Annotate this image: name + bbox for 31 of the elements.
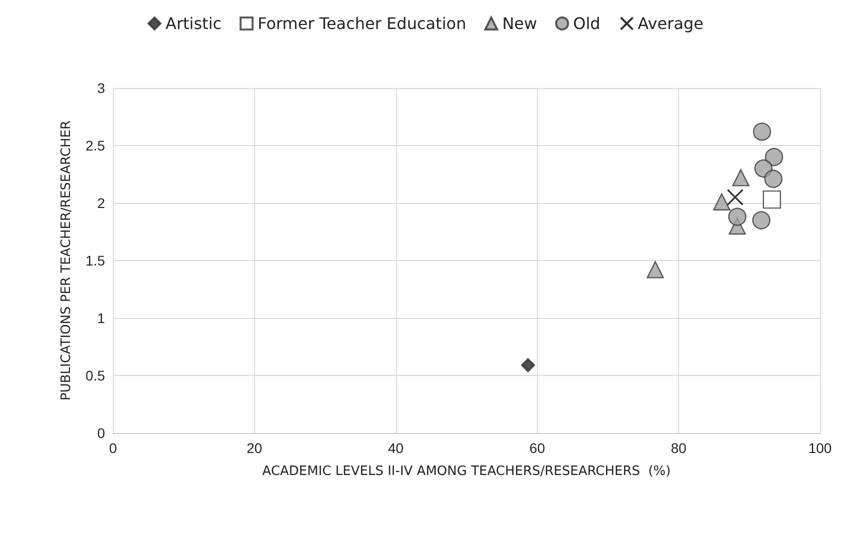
y-tick-label: 0.5 <box>86 368 106 384</box>
point <box>764 170 782 188</box>
point <box>732 169 750 186</box>
legend-label: Old <box>573 14 600 33</box>
point <box>762 190 782 209</box>
x-tick-label: 80 <box>670 440 687 456</box>
y-axis-title: PUBLICATIONS PER TEACHER/RESEARCHER <box>59 120 74 401</box>
legend-label: Average <box>638 14 704 33</box>
x-tick-label: 100 <box>808 440 832 456</box>
legend-label: Artistic <box>165 14 222 33</box>
y-tick-label: 3 <box>97 80 106 96</box>
x-tick-label: 40 <box>388 440 404 456</box>
y-tick-label: 1 <box>97 310 106 326</box>
point <box>764 148 784 166</box>
point <box>752 211 770 230</box>
y-tick-label: 2.5 <box>86 138 106 154</box>
point <box>752 122 772 141</box>
point <box>726 188 744 206</box>
legend-label: New <box>502 14 538 33</box>
legend-label: Former Teacher Education <box>258 14 466 33</box>
y-tick-label: 1.5 <box>86 252 106 268</box>
y-tick-label: 0 <box>97 425 106 441</box>
point <box>728 208 746 226</box>
x-tick-label: 0 <box>109 440 118 456</box>
x-axis-title: ACADEMIC LEVELS II-IV AMONG TEACHERS/RESEARCHERS (%) <box>262 464 671 479</box>
x-tick-label: 60 <box>529 440 546 456</box>
point <box>713 193 730 210</box>
y-tick-label: 2 <box>97 195 106 211</box>
point <box>646 261 664 278</box>
point <box>520 358 536 372</box>
x-tick-label: 20 <box>246 440 262 456</box>
